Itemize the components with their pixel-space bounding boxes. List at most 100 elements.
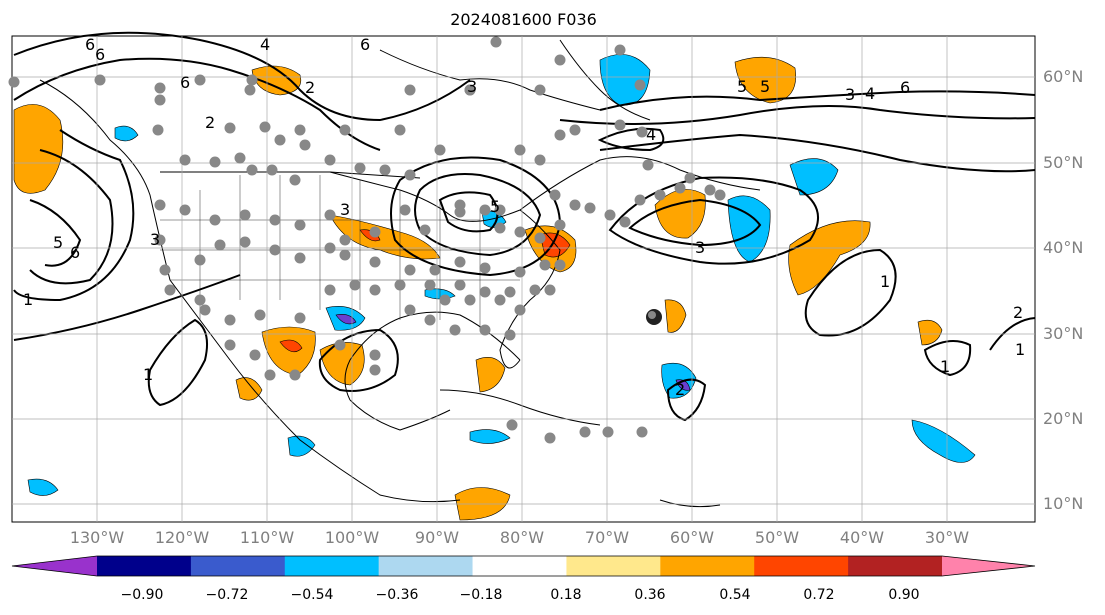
- station-dot: [266, 164, 278, 176]
- station-dot: [264, 369, 276, 381]
- station-dot: [454, 279, 466, 291]
- station-dot: [404, 264, 416, 276]
- lon-label: 130°W: [69, 528, 125, 547]
- fill-orange: [664, 299, 687, 333]
- station-dot: [642, 159, 654, 171]
- contour-label: 5: [760, 77, 770, 96]
- station-dot: [209, 156, 221, 168]
- colorbar-tick-label: 0.54: [719, 587, 751, 603]
- lon-label: 30°W: [924, 528, 970, 547]
- station-dot: [494, 204, 506, 216]
- station-dot: [494, 294, 506, 306]
- station-dot: [224, 339, 236, 351]
- colorbar-tick-label: 0.18: [550, 587, 582, 603]
- fill-purple: [335, 314, 357, 325]
- station-dot: [579, 426, 591, 438]
- lat-label: 30°N: [1043, 324, 1084, 343]
- station-dot: [8, 76, 20, 88]
- contour-label: 4: [260, 35, 270, 54]
- station-dot: [334, 339, 346, 351]
- contour-label: 1: [143, 365, 153, 384]
- colorbar-tick-label: −0.54: [290, 587, 334, 603]
- station-dot: [479, 324, 491, 336]
- station-dot: [179, 154, 191, 166]
- colorbar-segment: [472, 556, 567, 576]
- station-dot: [289, 369, 301, 381]
- station-dot: [294, 252, 306, 264]
- colorbar-tick-label: 0.90: [888, 587, 920, 603]
- lon-label: 110°W: [239, 528, 295, 547]
- fill-cyan: [27, 478, 59, 496]
- station-dot: [404, 304, 416, 316]
- station-dot: [614, 44, 626, 56]
- lat-label: 10°N: [1043, 494, 1084, 513]
- station-dot: [249, 349, 261, 361]
- colorbar-segment: [942, 556, 1035, 576]
- station-dot: [234, 152, 246, 164]
- colorbar-segment: [566, 556, 661, 576]
- fill-cyan: [287, 435, 316, 457]
- lon-label: 90°W: [414, 528, 460, 547]
- colorbar-outline: [11, 555, 1036, 577]
- station-dot: [464, 294, 476, 306]
- colorbar-segment: [754, 556, 849, 576]
- station-dot: [369, 364, 381, 376]
- station-dot: [294, 219, 306, 231]
- station-dot: [259, 121, 271, 133]
- colorbar-tick-label: −0.18: [459, 587, 503, 603]
- station-dot: [394, 279, 406, 291]
- colorbar-segment: [848, 556, 943, 576]
- station-dot: [654, 189, 666, 201]
- station-dot: [179, 204, 191, 216]
- station-dot: [349, 279, 361, 291]
- station-dot: [339, 234, 351, 246]
- station-dot: [569, 199, 581, 211]
- lon-label: 100°W: [324, 528, 380, 547]
- station-dot: [634, 79, 646, 91]
- anomaly-fills: [13, 54, 976, 521]
- station-dot: [269, 214, 281, 226]
- station-dot: [569, 124, 581, 136]
- contour-label: 4: [646, 125, 656, 144]
- station-dot: [254, 309, 266, 321]
- station-dot: [404, 84, 416, 96]
- station-dot: [674, 182, 686, 194]
- station-dot: [634, 194, 646, 206]
- fill-cyan: [789, 158, 839, 196]
- station-dot: [479, 204, 491, 216]
- colorbar-tick-label: −0.36: [375, 587, 419, 603]
- station-dot: [239, 236, 251, 248]
- station-dot: [514, 266, 526, 278]
- station-dot: [419, 224, 431, 236]
- contour-label: 2: [205, 113, 215, 132]
- station-dot: [246, 164, 258, 176]
- storm-marker-highlight: [648, 311, 656, 319]
- fill-orange: [917, 319, 943, 346]
- contour-label: 6: [70, 243, 80, 262]
- station-dot: [504, 329, 516, 341]
- contour-label: 4: [865, 84, 875, 103]
- contour-label: 3: [150, 230, 160, 249]
- contour-label: 5: [53, 233, 63, 252]
- map-title: 2024081600 F036: [450, 10, 597, 29]
- station-dot: [209, 214, 221, 226]
- station-dot: [224, 314, 236, 326]
- contour-label: 1: [940, 357, 950, 376]
- station-dot: [194, 294, 206, 306]
- fill-orange: [788, 220, 871, 296]
- station-dot: [424, 279, 436, 291]
- station-dot: [154, 94, 166, 106]
- station-dot: [154, 234, 166, 246]
- colorbar-tick-label: 0.72: [803, 587, 835, 603]
- station-dot: [534, 84, 546, 96]
- station-dot: [369, 256, 381, 268]
- station-dot: [544, 432, 556, 444]
- contour-label: 6: [900, 78, 910, 97]
- station-dot: [154, 82, 166, 94]
- contour-label: 6: [180, 73, 190, 92]
- lat-label: 20°N: [1043, 409, 1084, 428]
- station-dot: [454, 206, 466, 218]
- lat-label: 60°N: [1043, 67, 1084, 86]
- station-dot: [619, 216, 631, 228]
